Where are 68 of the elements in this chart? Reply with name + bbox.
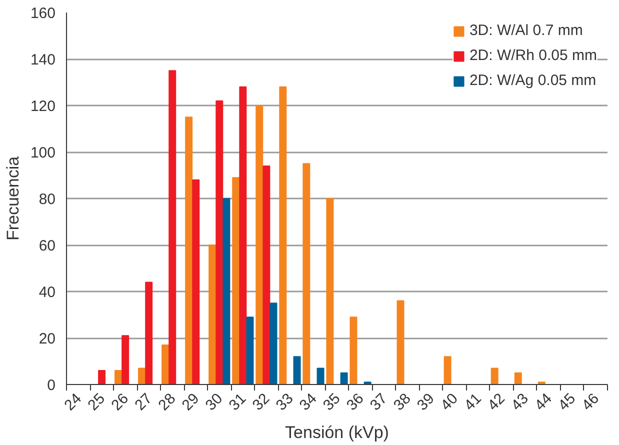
bar xyxy=(162,344,170,384)
bar xyxy=(262,165,270,384)
x-tick-label: 28 xyxy=(155,390,180,414)
y-tick-label: 80 xyxy=(38,191,56,208)
x-axis-title: Tensión (kVp) xyxy=(285,423,389,442)
x-tick-label: 41 xyxy=(461,390,485,414)
legend-label: 2D: W/Ag 0.05 mm xyxy=(469,72,596,89)
bar xyxy=(145,282,153,384)
bar xyxy=(364,382,372,384)
y-tick-label: 60 xyxy=(38,238,56,254)
bar xyxy=(490,368,498,384)
x-tick-label: 26 xyxy=(108,390,132,414)
bar xyxy=(208,244,216,384)
bar xyxy=(396,300,404,384)
bar xyxy=(444,356,452,384)
y-tick-label: 100 xyxy=(30,144,56,162)
y-axis-title: Frecuencia xyxy=(3,156,22,241)
x-tick-label: 36 xyxy=(343,390,368,414)
y-tick-label: 20 xyxy=(38,330,56,348)
x-tick-label: 30 xyxy=(202,390,226,414)
x-tick-label: 33 xyxy=(272,390,297,414)
x-tick-label: 31 xyxy=(226,390,250,414)
bar xyxy=(168,70,176,384)
bar xyxy=(326,198,334,384)
bar xyxy=(232,177,240,384)
bar xyxy=(293,356,301,384)
x-tick-label: 43 xyxy=(508,390,532,414)
x-tick-label: 37 xyxy=(366,390,391,414)
bar xyxy=(222,198,230,384)
y-tick-label: 0 xyxy=(47,377,56,394)
x-tick-label: 32 xyxy=(249,390,274,414)
x-tick-label: 44 xyxy=(532,390,556,414)
bar xyxy=(185,116,193,384)
y-tick-label: 120 xyxy=(30,98,56,115)
legend-label: 3D: W/Al 0.7 mm xyxy=(469,22,583,39)
x-tick-label: 29 xyxy=(178,390,203,414)
bar xyxy=(114,370,122,384)
bar xyxy=(302,163,310,384)
x-tick-label: 34 xyxy=(296,390,320,414)
bar xyxy=(216,100,224,384)
bar xyxy=(270,302,278,384)
bar xyxy=(256,105,264,384)
x-tick-label: 25 xyxy=(84,390,108,414)
x-tick-label: 39 xyxy=(414,390,438,414)
x-tick-label: 27 xyxy=(132,390,156,414)
bar xyxy=(98,370,106,384)
bar xyxy=(316,368,324,384)
bar xyxy=(279,86,287,384)
bar xyxy=(138,368,146,384)
y-tick-label: 140 xyxy=(30,52,56,68)
x-tick-label: 24 xyxy=(61,390,85,414)
y-tick-label: 40 xyxy=(38,284,56,301)
x-tick-label: 45 xyxy=(555,390,579,414)
bar xyxy=(350,316,358,384)
legend-label: 2D: W/Rh 0.05 mm xyxy=(469,47,597,64)
x-tick-label: 35 xyxy=(320,390,344,414)
bar xyxy=(192,179,200,384)
bar xyxy=(538,382,546,384)
bar xyxy=(122,335,130,384)
y-tick-label: 160 xyxy=(30,5,56,22)
bar xyxy=(239,86,247,384)
bar xyxy=(514,372,522,384)
x-tick-label: 42 xyxy=(484,390,508,414)
x-tick-label: 40 xyxy=(438,390,462,414)
x-tick-label: 46 xyxy=(578,390,602,414)
bar xyxy=(246,316,254,384)
bar xyxy=(340,372,348,384)
x-tick-label: 38 xyxy=(390,390,414,414)
